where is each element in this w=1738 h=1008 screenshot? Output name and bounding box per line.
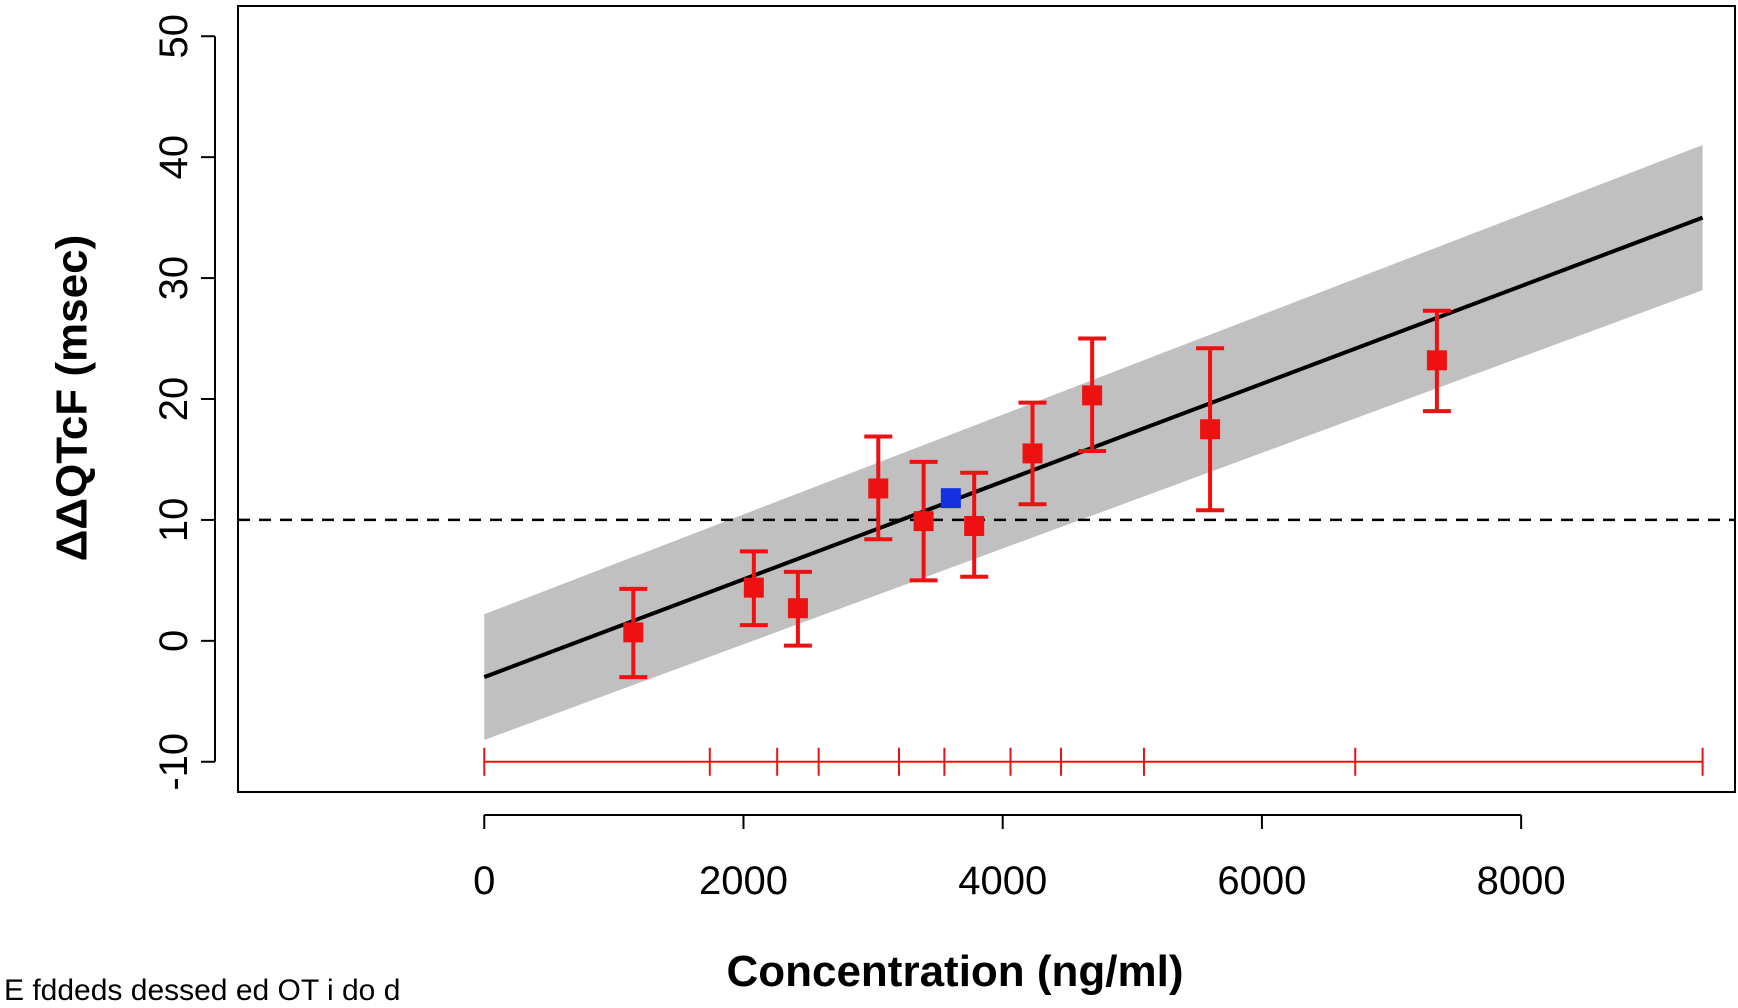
point-marker xyxy=(1022,443,1043,464)
y-axis: -10 0 10 20 30 40 50 xyxy=(152,14,216,791)
x-tick-label: 0 xyxy=(473,859,495,903)
observed-point xyxy=(783,569,812,648)
x-tick-label: 2000 xyxy=(699,859,788,903)
y-tick-label: 20 xyxy=(152,377,196,422)
observed-point xyxy=(739,549,768,628)
x-tick-label: 6000 xyxy=(1217,859,1306,903)
points-layer xyxy=(619,308,1451,680)
point-marker xyxy=(787,598,808,619)
y-tick-label: 40 xyxy=(152,135,196,180)
observed-point xyxy=(1078,336,1107,453)
y-tick-label: 10 xyxy=(152,498,196,543)
observed-point xyxy=(1422,308,1451,414)
observed-point xyxy=(909,459,938,583)
point-marker xyxy=(743,577,764,598)
figure-caption: E fddeds dessed ed OT i do d xyxy=(4,974,401,1007)
x-axis: 0 2000 4000 6000 8000 xyxy=(473,814,1566,903)
decile-bar-layer xyxy=(483,747,1704,776)
y-tick-label: 50 xyxy=(152,14,196,59)
plot-frame xyxy=(237,5,1736,793)
x-tick-label: 8000 xyxy=(1477,859,1566,903)
y-tick-label: 0 xyxy=(152,630,196,652)
y-axis-title: ΔΔQTcF (msec) xyxy=(48,235,97,562)
observed-point xyxy=(1018,400,1047,507)
x-tick-label: 4000 xyxy=(958,859,1047,903)
observed-point xyxy=(619,586,648,680)
observed-point xyxy=(1196,346,1225,513)
point-marker xyxy=(1082,385,1103,406)
x-axis-title: Concentration (ng/ml) xyxy=(726,947,1183,995)
observed-point xyxy=(960,470,989,579)
point-marker xyxy=(868,478,889,499)
y-tick-label: -10 xyxy=(152,733,196,791)
highlight-point-marker xyxy=(940,488,961,509)
point-marker xyxy=(1426,350,1447,371)
point-marker xyxy=(1200,419,1221,440)
observed-point xyxy=(864,434,893,542)
point-marker xyxy=(913,511,934,532)
point-marker xyxy=(964,515,985,536)
y-tick-label: 30 xyxy=(152,256,196,301)
point-marker xyxy=(623,622,644,643)
